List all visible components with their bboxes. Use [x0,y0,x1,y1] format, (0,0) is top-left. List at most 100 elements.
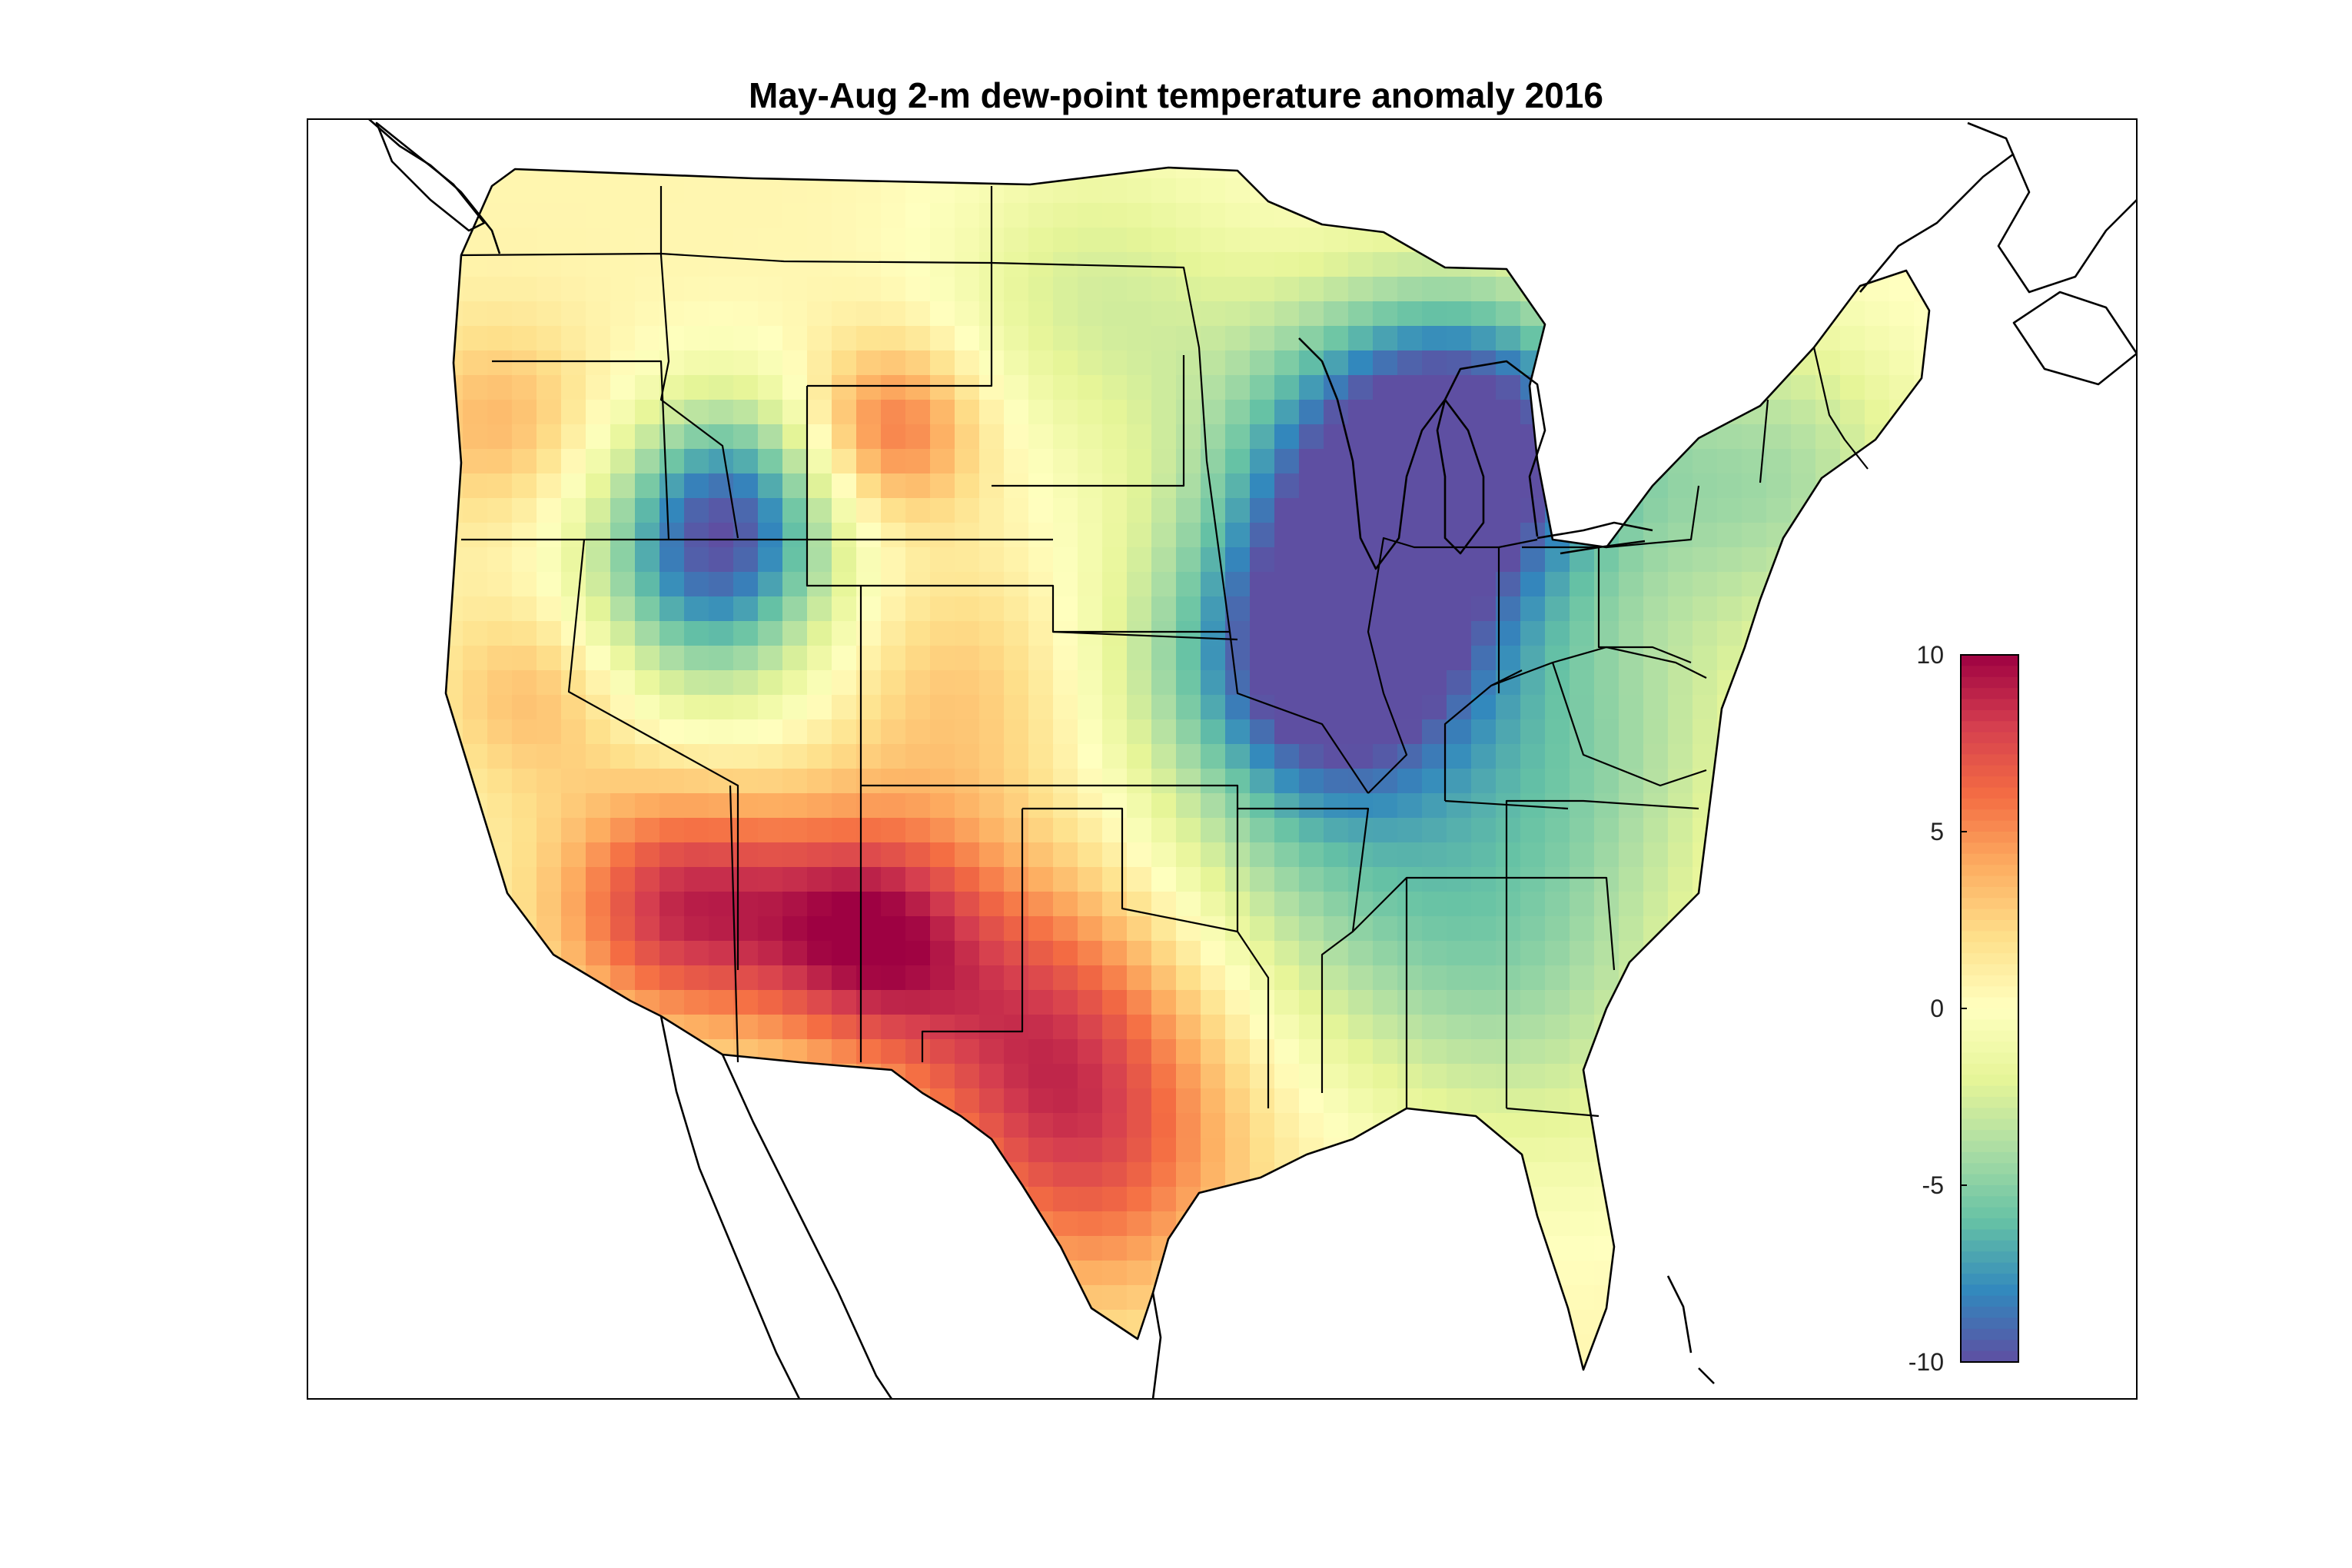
grid-cell [1225,1064,1251,1089]
grid-cell [832,350,857,376]
grid-cell [1053,646,1078,671]
grid-cell [1127,1064,1152,1089]
grid-cell [1299,326,1324,351]
grid-cell [537,572,562,597]
grid-cell [1053,695,1078,720]
grid-cell [586,572,611,597]
grid-cell [561,892,586,917]
grid-cell [1274,793,1300,819]
colorbar-step [1961,1317,2018,1330]
grid-cell [635,326,660,351]
grid-cell [561,498,586,523]
grid-cell [1274,1064,1300,1089]
grid-cell [1004,596,1029,622]
grid-cell [1545,965,1570,991]
grid-cell [807,301,832,327]
grid-cell [733,572,759,597]
grid-cell [1545,1088,1570,1114]
grid-cell [1373,1088,1398,1114]
grid-cell [1004,719,1029,745]
grid-cell [1250,818,1275,843]
grid-cell [610,375,636,400]
grid-cell [1078,1138,1103,1163]
newfoundland [2012,291,2137,386]
grid-cell [955,965,980,991]
grid-cell [807,424,832,450]
grid-cell [1299,695,1324,720]
grid-cell [1078,178,1103,204]
grid-cell [635,670,660,696]
grid-cell [463,695,488,720]
grid-cell [1225,1113,1251,1138]
grid-cell [733,547,759,573]
grid-cell [1127,867,1152,892]
grid-cell [1324,449,1349,474]
grid-cell [1151,301,1177,327]
grid-cell [930,916,955,942]
grid-cell [1176,965,1201,991]
grid-cell [1151,990,1177,1015]
grid-cell [512,277,537,302]
grid-cell [709,228,734,253]
grid-cell [1889,301,1915,327]
grid-cell [1422,744,1447,769]
grid-cell [1250,769,1275,794]
grid-cell [1274,867,1300,892]
grid-cell [1496,867,1521,892]
grid-cell [955,498,980,523]
grid-cell [1348,916,1374,942]
grid-cell [561,252,586,277]
grid-cell [1397,424,1423,450]
grid-cell [487,252,513,277]
grid-cell [709,375,734,400]
grid-cell [1102,1138,1128,1163]
grid-cell [1028,646,1054,671]
grid-cell [807,375,832,400]
grid-cell [905,842,931,868]
grid-cell [659,965,685,991]
grid-cell [1151,744,1177,769]
grid-cell [1545,1187,1570,1212]
grid-cell [1127,301,1152,327]
grid-cell [1028,523,1054,548]
grid-cell [1496,547,1521,573]
grid-cell [1102,228,1128,253]
grid-cell [1250,1064,1275,1089]
grid-cell [979,842,1005,868]
grid-cell [955,818,980,843]
grid-cell [1299,621,1324,646]
grid-cell [463,375,488,400]
grid-cell [1151,769,1177,794]
grid-cell [586,842,611,868]
grid-cell [1201,965,1226,991]
grid-cell [930,1039,955,1065]
grid-cell [659,449,685,474]
grid-cell [1102,178,1128,204]
grid-cell [979,695,1005,720]
grid-cell [1102,596,1128,622]
colorbar-step [1961,765,2018,778]
grid-cell [1004,203,1029,228]
grid-cell [1028,301,1054,327]
grid-cell [1274,277,1300,302]
grid-cell [733,350,759,376]
grid-cell [905,695,931,720]
grid-cell [930,350,955,376]
grid-cell [782,326,808,351]
grid-cell [487,449,513,474]
grid-cell [1102,1113,1128,1138]
grid-cell [1274,1039,1300,1065]
grid-cell [1151,1015,1177,1040]
grid-cell [1127,941,1152,966]
grid-cell [1422,572,1447,597]
grid-cell [709,301,734,327]
grid-cell [733,596,759,622]
grid-cell [1643,818,1669,843]
grid-cell [1078,941,1103,966]
grid-cell [684,277,709,302]
grid-cell [1078,1113,1103,1138]
grid-cell [1004,965,1029,991]
grid-cell [1373,892,1398,917]
grid-cell [807,1039,832,1065]
grid-cell [1053,990,1078,1015]
